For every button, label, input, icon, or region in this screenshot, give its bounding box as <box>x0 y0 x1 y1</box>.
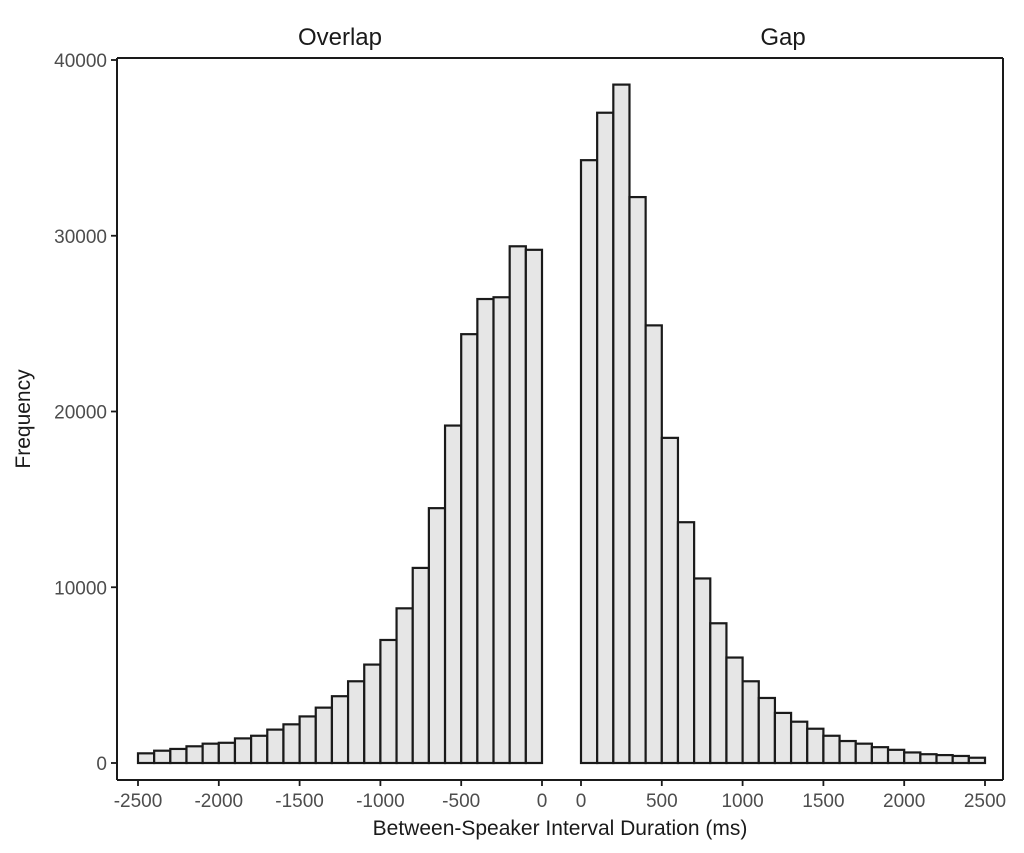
overlap-bar <box>136 752 156 765</box>
overlap-bar <box>282 723 301 765</box>
overlap-bar <box>395 607 414 765</box>
overlap-bar <box>217 741 237 765</box>
gap-bar <box>741 680 760 765</box>
x-tick-label: 500 <box>646 791 678 812</box>
gap-bar <box>676 521 696 765</box>
x-tick-label: 1000 <box>721 791 763 812</box>
gap-bar <box>773 711 793 765</box>
gap-bar <box>935 753 954 765</box>
gap-bar <box>806 727 825 765</box>
overlap-bar <box>443 424 463 765</box>
gap-bar <box>838 739 857 765</box>
overlap-bar <box>379 638 398 765</box>
overlap-bar <box>185 745 204 765</box>
gap-bar <box>967 756 987 765</box>
gap-bar <box>919 753 938 765</box>
gap-bar <box>854 742 873 765</box>
overlap-bar <box>266 728 285 765</box>
x-tick-label: -1500 <box>275 791 324 812</box>
gap-bar <box>579 159 599 765</box>
overlap-bar <box>363 663 382 765</box>
overlap-bar <box>314 706 334 765</box>
gap-bar <box>886 748 906 765</box>
y-tick-label: 0 <box>96 754 107 775</box>
gap-bar <box>628 195 647 765</box>
gap-bar <box>644 324 663 765</box>
overlap-bar <box>298 715 317 765</box>
y-axis-title: Frequency <box>12 369 35 469</box>
x-tick-label: 0 <box>537 791 548 812</box>
gap-bar <box>789 720 809 765</box>
y-tick-label: 10000 <box>54 578 107 599</box>
x-tick-label: 0 <box>576 791 587 812</box>
overlap-bar <box>201 742 220 765</box>
x-tick-label: -500 <box>442 791 480 812</box>
x-axis-title: Between-Speaker Interval Duration (ms) <box>373 817 748 840</box>
overlap-bar <box>153 749 172 765</box>
overlap-bar <box>250 734 269 765</box>
y-tick-label: 20000 <box>54 403 107 424</box>
x-tick-label: -2000 <box>194 791 243 812</box>
y-tick-label: 30000 <box>54 227 107 248</box>
overlap-bar <box>492 296 511 765</box>
gap-bar <box>612 83 631 765</box>
gap-bar <box>725 656 744 765</box>
x-tick-label: 1500 <box>802 791 844 812</box>
panel-title-overlap: Overlap <box>298 24 382 51</box>
x-tick-label: -1000 <box>356 791 405 812</box>
gap-bar <box>822 734 841 765</box>
y-tick-label: 40000 <box>54 51 107 72</box>
gap-bar <box>660 436 680 765</box>
overlap-bar <box>411 566 430 765</box>
overlap-bar <box>346 680 366 765</box>
gap-bar <box>903 751 922 765</box>
overlap-bar <box>330 695 350 765</box>
overlap-bar <box>233 737 253 765</box>
gap-bar <box>951 754 970 765</box>
x-tick-label: 2000 <box>883 791 925 812</box>
gap-bar <box>757 696 777 765</box>
overlap-bar <box>427 507 447 765</box>
gap-bar <box>596 111 615 765</box>
overlap-bar <box>169 747 188 765</box>
gap-bar <box>693 577 712 765</box>
overlap-bar <box>476 297 495 765</box>
overlap-bar <box>508 245 527 765</box>
x-tick-label: -2500 <box>114 791 163 812</box>
overlap-bar <box>524 248 544 765</box>
gap-bar <box>870 746 890 765</box>
x-tick-label: 2500 <box>964 791 1006 812</box>
gap-bar <box>709 622 728 765</box>
overlap-bar <box>460 333 479 765</box>
panel-title-gap: Gap <box>760 24 805 51</box>
